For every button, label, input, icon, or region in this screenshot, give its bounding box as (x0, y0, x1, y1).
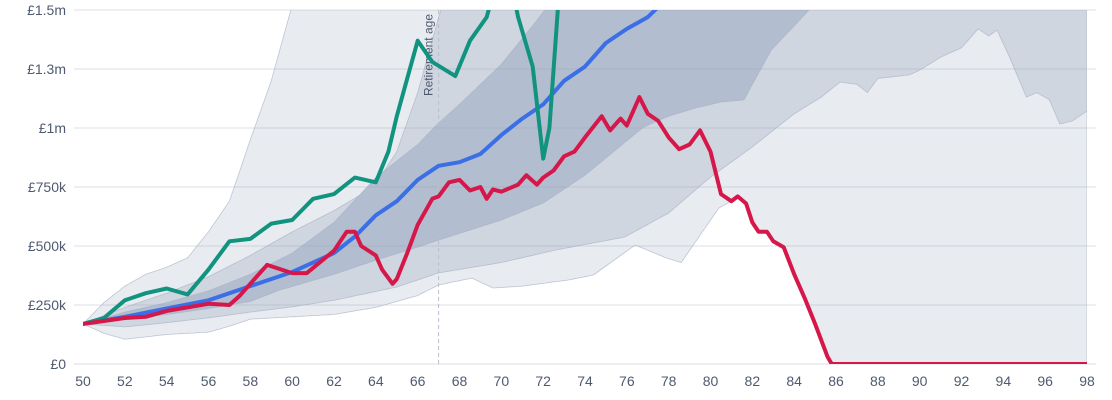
x-tick-label: 64 (368, 373, 384, 389)
x-tick-label: 80 (703, 373, 719, 389)
x-tick-label: 76 (619, 373, 635, 389)
x-tick-label: 82 (745, 373, 761, 389)
x-tick-label: 94 (996, 373, 1012, 389)
x-tick-label: 92 (954, 373, 970, 389)
series-line-scenario-high (83, 10, 560, 326)
percentile-bands (83, 10, 1087, 364)
x-tick-label: 84 (786, 373, 802, 389)
y-axis: £0 £250k £500k £750k £1m £1.3m £1.5m (27, 2, 67, 372)
y-tick-label: £0 (50, 356, 66, 372)
x-tick-label: 72 (535, 373, 551, 389)
x-tick-label: 66 (410, 373, 426, 389)
x-tick-label: 96 (1037, 373, 1053, 389)
x-tick-label: 58 (243, 373, 259, 389)
x-tick-label: 50 (75, 373, 91, 389)
x-axis: 50 52 54 56 58 60 62 64 66 68 70 72 74 76 78 80 82 84 86 88… (75, 373, 1095, 389)
x-tick-label: 74 (577, 373, 593, 389)
series-line-scenario-low (83, 95, 1087, 364)
x-tick-label: 60 (284, 373, 300, 389)
x-tick-label: 78 (661, 373, 677, 389)
x-tick-label: 70 (494, 373, 510, 389)
y-tick-label: £1.5m (27, 2, 66, 18)
y-tick-label: £250k (28, 297, 67, 313)
series-lines (83, 10, 1087, 364)
x-tick-label: 86 (828, 373, 844, 389)
x-tick-label: 90 (912, 373, 928, 389)
y-tick-label: £750k (28, 179, 67, 195)
x-tick-label: 62 (326, 373, 342, 389)
x-tick-label: 54 (159, 373, 175, 389)
band-inner (83, 10, 810, 325)
y-tick-label: £1m (39, 120, 66, 136)
x-tick-label: 56 (201, 373, 217, 389)
x-tick-label: 52 (117, 373, 133, 389)
x-tick-label: 88 (870, 373, 886, 389)
y-tick-label: £1.3m (27, 61, 66, 77)
series-line-median (83, 10, 658, 326)
y-tick-label: £500k (28, 238, 67, 254)
x-tick-label: 68 (452, 373, 468, 389)
x-tick-label: 98 (1079, 373, 1095, 389)
